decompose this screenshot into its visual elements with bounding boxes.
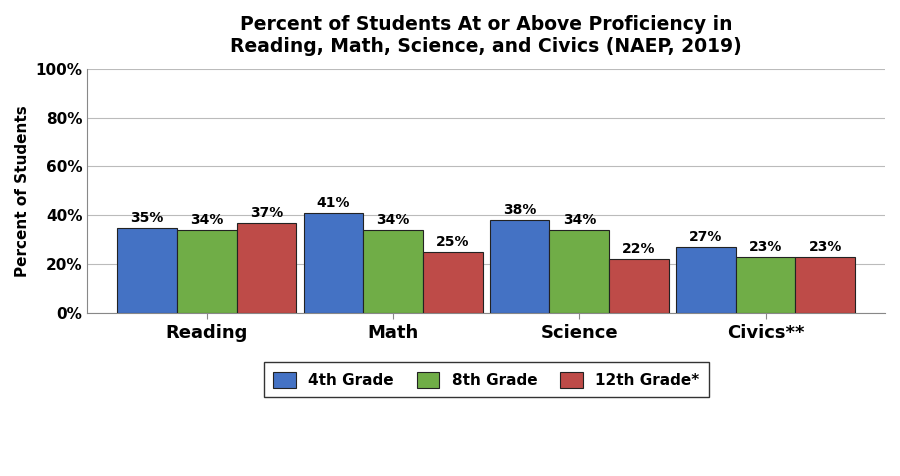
Bar [490,220,550,313]
Bar [609,259,669,313]
Bar [117,228,177,313]
Text: 22%: 22% [622,242,656,257]
Y-axis label: Percent of Students: Percent of Students [15,105,30,277]
Bar [303,213,364,313]
Bar [796,257,855,313]
Bar [177,230,237,313]
Legend: 4th Grade, 8th Grade, 12th Grade*: 4th Grade, 8th Grade, 12th Grade* [264,362,709,397]
Text: 34%: 34% [376,213,410,227]
Bar [550,230,609,313]
Text: 34%: 34% [562,213,596,227]
Text: 34%: 34% [190,213,223,227]
Text: 23%: 23% [808,240,842,254]
Bar [237,223,296,313]
Bar [736,257,796,313]
Title: Percent of Students At or Above Proficiency in
Reading, Math, Science, and Civic: Percent of Students At or Above Proficie… [230,15,742,56]
Bar [423,252,482,313]
Text: 23%: 23% [749,240,782,254]
Text: 27%: 27% [689,230,723,244]
Text: 37%: 37% [250,206,284,220]
Bar [364,230,423,313]
Text: 41%: 41% [317,196,350,210]
Text: 25%: 25% [436,235,470,249]
Text: 38%: 38% [503,203,536,218]
Text: 35%: 35% [130,211,164,225]
Bar [676,247,736,313]
